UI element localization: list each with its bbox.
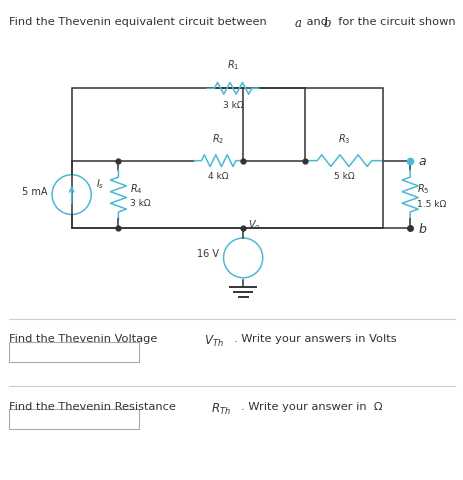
Text: 3 kΩ: 3 kΩ xyxy=(129,199,150,208)
Text: b: b xyxy=(323,17,331,30)
Text: $V_o$: $V_o$ xyxy=(247,218,260,232)
Text: $R_3$: $R_3$ xyxy=(338,132,350,145)
Text: 5 mA: 5 mA xyxy=(22,187,47,196)
Text: for the circuit shown: for the circuit shown xyxy=(330,17,455,27)
Text: . Write your answers in Volts: . Write your answers in Volts xyxy=(234,334,396,344)
Text: Find the Thevenin Voltage: Find the Thevenin Voltage xyxy=(9,334,161,344)
Text: $R_5$: $R_5$ xyxy=(416,181,428,195)
Text: 3 kΩ: 3 kΩ xyxy=(222,100,243,109)
Text: $V_{Th}$: $V_{Th}$ xyxy=(204,334,224,348)
Text: Find the Thevenin Resistance: Find the Thevenin Resistance xyxy=(9,401,179,411)
Text: 1.5 kΩ: 1.5 kΩ xyxy=(416,200,445,209)
Text: $R_4$: $R_4$ xyxy=(129,181,142,195)
Text: b: b xyxy=(417,223,425,236)
Text: 4 kΩ: 4 kΩ xyxy=(208,171,228,180)
Text: 16 V: 16 V xyxy=(197,249,219,259)
Text: and: and xyxy=(302,17,331,27)
Text: $R_1$: $R_1$ xyxy=(226,58,239,72)
Text: $R_2$: $R_2$ xyxy=(212,132,224,145)
Text: $R_{Th}$: $R_{Th}$ xyxy=(211,401,231,416)
Text: a: a xyxy=(417,155,425,168)
Text: $I_s$: $I_s$ xyxy=(96,177,104,191)
Text: a: a xyxy=(294,17,300,30)
Text: . Write your answer in  Ω: . Write your answer in Ω xyxy=(241,401,382,411)
Text: 5 kΩ: 5 kΩ xyxy=(333,171,354,180)
Text: Find the Thevenin equivalent circuit between: Find the Thevenin equivalent circuit bet… xyxy=(9,17,270,27)
